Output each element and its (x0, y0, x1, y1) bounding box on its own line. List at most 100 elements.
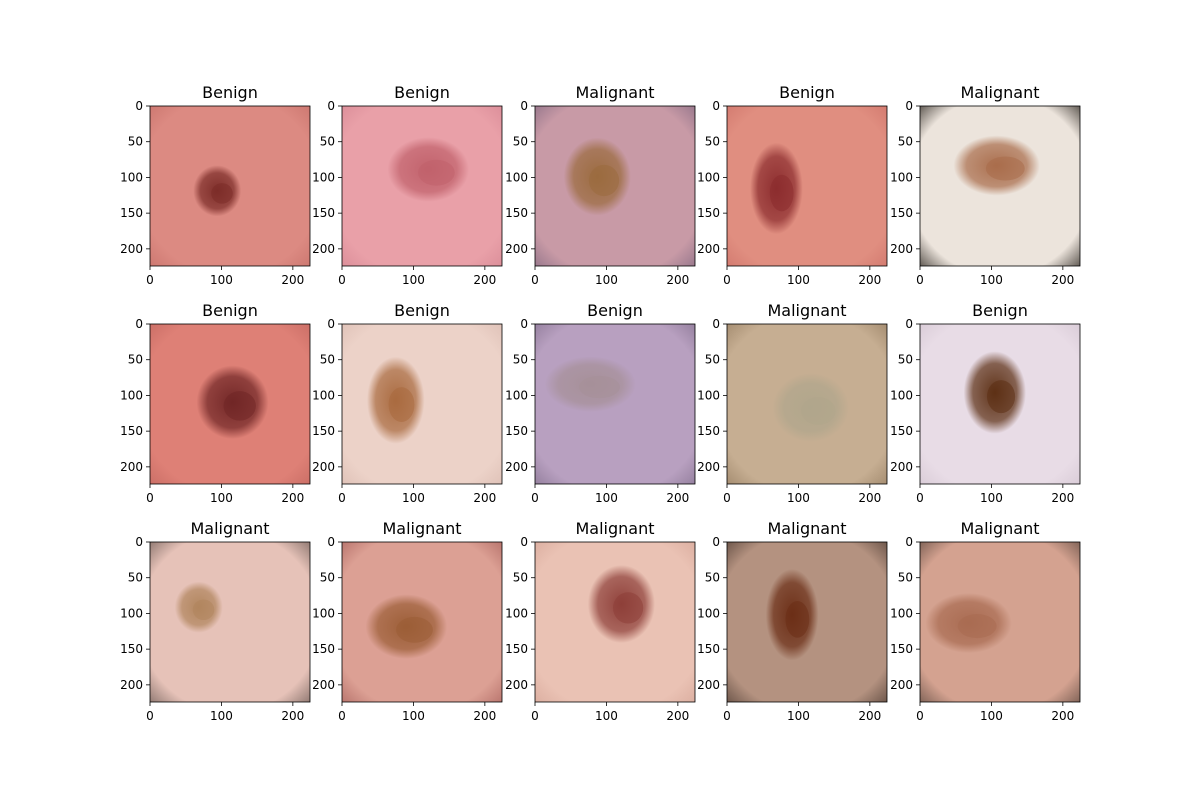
x-tick-label: 0 (338, 491, 346, 505)
x-tick-label: 200 (1051, 491, 1074, 505)
panel-title: Malignant (190, 519, 269, 538)
panel-title: Benign (587, 301, 643, 320)
axes-frame (149, 323, 311, 485)
panel-title: Benign (394, 301, 450, 320)
axes-frame (341, 323, 503, 485)
y-tick-label: 0 (327, 535, 335, 549)
x-tick-label: 100 (210, 491, 233, 505)
y-tick-label: 0 (905, 535, 913, 549)
y-tick-label: 100 (697, 606, 720, 620)
y-tick-label: 200 (505, 242, 528, 256)
x-tick-label: 0 (723, 491, 731, 505)
skin-lesion-image (342, 106, 502, 266)
y-tick-label: 200 (312, 678, 335, 692)
y-tick-label: 150 (120, 642, 143, 656)
y-tick-label: 50 (898, 353, 913, 367)
panel-title: Malignant (382, 519, 461, 538)
axes-frame (534, 541, 696, 703)
axes-frame (341, 105, 503, 267)
x-tick-label: 100 (210, 273, 233, 287)
y-tick-label: 0 (135, 535, 143, 549)
y-tick-label: 150 (505, 642, 528, 656)
y-tick-label: 200 (505, 678, 528, 692)
y-tick-label: 150 (312, 642, 335, 656)
y-tick-label: 50 (513, 353, 528, 367)
x-tick-label: 100 (402, 491, 425, 505)
y-tick-label: 200 (312, 460, 335, 474)
y-tick-label: 0 (712, 99, 720, 113)
x-tick-label: 0 (916, 273, 924, 287)
skin-lesion-image (535, 324, 695, 484)
skin-lesion-image (920, 542, 1080, 702)
y-tick-label: 150 (505, 424, 528, 438)
x-tick-label: 0 (916, 709, 924, 723)
panel-title: Benign (972, 301, 1028, 320)
y-tick-label: 200 (890, 242, 913, 256)
x-tick-label: 0 (723, 273, 731, 287)
y-tick-label: 0 (712, 535, 720, 549)
y-tick-label: 200 (890, 460, 913, 474)
y-tick-label: 0 (135, 99, 143, 113)
y-tick-label: 200 (697, 242, 720, 256)
y-tick-label: 50 (128, 571, 143, 585)
skin-lesion-image (727, 106, 887, 266)
x-tick-label: 200 (666, 273, 689, 287)
axes-frame (919, 105, 1081, 267)
y-tick-label: 50 (320, 571, 335, 585)
y-tick-label: 200 (697, 460, 720, 474)
skin-lesion-image (535, 542, 695, 702)
y-tick-label: 150 (505, 206, 528, 220)
skin-lesion-image (920, 324, 1080, 484)
y-tick-label: 150 (312, 424, 335, 438)
panel-title: Malignant (575, 83, 654, 102)
x-tick-label: 0 (146, 491, 154, 505)
y-tick-label: 0 (135, 317, 143, 331)
y-tick-label: 0 (327, 317, 335, 331)
x-tick-label: 200 (666, 491, 689, 505)
y-tick-label: 100 (505, 606, 528, 620)
y-tick-label: 100 (505, 388, 528, 402)
y-tick-label: 150 (120, 424, 143, 438)
x-tick-label: 100 (595, 273, 618, 287)
panel-10: Benign 0 100 200 0 50 100 150 200 (890, 301, 1081, 505)
x-tick-label: 200 (858, 709, 881, 723)
x-tick-label: 100 (980, 709, 1003, 723)
skin-lesion-image (920, 106, 1080, 266)
y-tick-label: 150 (697, 206, 720, 220)
y-tick-label: 150 (312, 206, 335, 220)
axes-frame (726, 323, 888, 485)
x-tick-label: 100 (402, 709, 425, 723)
y-tick-label: 50 (128, 353, 143, 367)
y-tick-label: 100 (312, 388, 335, 402)
skin-lesion-image (342, 324, 502, 484)
x-tick-label: 100 (787, 491, 810, 505)
y-tick-label: 100 (890, 606, 913, 620)
y-tick-label: 150 (120, 206, 143, 220)
y-tick-label: 150 (890, 206, 913, 220)
y-tick-label: 50 (898, 135, 913, 149)
axes-frame (534, 105, 696, 267)
x-tick-label: 200 (473, 709, 496, 723)
y-tick-label: 0 (327, 99, 335, 113)
y-tick-label: 0 (520, 535, 528, 549)
axes-frame (919, 541, 1081, 703)
y-tick-label: 200 (312, 242, 335, 256)
panel-title: Malignant (767, 519, 846, 538)
y-tick-label: 150 (697, 642, 720, 656)
x-tick-label: 100 (787, 709, 810, 723)
panel-title: Benign (202, 83, 258, 102)
y-tick-label: 50 (705, 353, 720, 367)
x-tick-label: 0 (146, 709, 154, 723)
x-tick-label: 200 (858, 491, 881, 505)
x-tick-label: 100 (980, 273, 1003, 287)
x-tick-label: 0 (146, 273, 154, 287)
panel-5: Malignant 0 100 200 0 50 100 150 200 (890, 83, 1081, 287)
y-tick-label: 50 (513, 135, 528, 149)
x-tick-label: 100 (210, 709, 233, 723)
x-tick-label: 100 (980, 491, 1003, 505)
panel-4: Benign 0 100 200 0 50 100 150 200 (697, 83, 888, 287)
axes-frame (726, 541, 888, 703)
y-tick-label: 100 (890, 388, 913, 402)
x-tick-label: 200 (1051, 709, 1074, 723)
